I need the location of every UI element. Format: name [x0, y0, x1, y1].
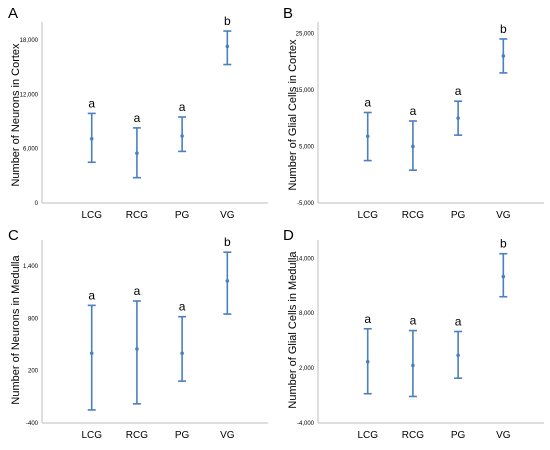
significance-label: a — [410, 314, 417, 328]
y-tick-label: 1,400 — [23, 264, 39, 270]
panel-letter: C — [8, 227, 19, 244]
x-tick-label: RCG — [126, 210, 148, 221]
significance-label: a — [364, 96, 371, 110]
x-tick-label: LCG — [81, 210, 102, 221]
x-tick-label: LCG — [357, 210, 378, 221]
significance-label: b — [224, 14, 231, 28]
mean-point — [89, 351, 94, 356]
significance-label: b — [500, 237, 507, 251]
y-tick-label: 5,000 — [299, 144, 315, 150]
mean-point — [89, 136, 94, 141]
y-tick-label: 14,000 — [296, 256, 315, 262]
mean-point — [180, 134, 184, 138]
panel-letter: A — [8, 5, 18, 22]
significance-label: a — [455, 84, 462, 98]
x-tick-label: PG — [451, 430, 466, 441]
x-tick-label: LCG — [357, 430, 378, 441]
mean-point — [501, 274, 506, 279]
mean-point — [225, 44, 230, 49]
x-tick-label: PG — [175, 210, 190, 221]
y-tick-label: 800 — [28, 316, 39, 322]
y-tick-label: 15,000 — [296, 88, 315, 94]
significance-label: b — [500, 22, 507, 36]
mean-point — [365, 359, 370, 364]
mean-point — [135, 151, 139, 156]
mean-point — [501, 54, 506, 58]
y-tick-label: 25,000 — [296, 31, 315, 37]
y-tick-label: -400 — [26, 421, 39, 427]
mean-point — [456, 116, 460, 120]
y-tick-label: 18,000 — [20, 38, 39, 44]
significance-label: b — [224, 235, 231, 249]
mean-point — [180, 351, 184, 356]
significance-label: a — [134, 284, 141, 298]
significance-label: a — [410, 104, 417, 118]
mean-point — [411, 363, 415, 368]
y-tick-label: 200 — [28, 369, 39, 375]
y-axis-label: Number of Glial Cells in Medulla — [287, 251, 299, 409]
mean-point — [411, 144, 415, 149]
significance-label: a — [88, 96, 95, 110]
panel-letter: D — [283, 227, 294, 244]
significance-label: a — [179, 100, 186, 114]
significance-label: a — [179, 300, 186, 314]
mean-point — [135, 347, 139, 351]
x-tick-label: VG — [220, 210, 235, 221]
mean-point — [365, 134, 370, 139]
y-tick-label: 8,000 — [299, 311, 315, 317]
panel-letter: B — [283, 5, 293, 22]
significance-label: a — [134, 111, 141, 125]
x-tick-label: PG — [451, 210, 466, 221]
x-tick-label: LCG — [81, 430, 102, 441]
mean-point — [225, 279, 230, 283]
y-tick-label: 12,000 — [20, 92, 39, 98]
significance-label: a — [455, 315, 462, 329]
x-tick-label: PG — [175, 430, 190, 441]
y-axis-label: Number of Neurons in Cortex — [10, 43, 22, 187]
y-tick-label: 0 — [35, 201, 39, 207]
mean-point — [456, 353, 460, 358]
y-tick-label: -4,000 — [297, 421, 315, 427]
y-axis-label: Number of Glial Cells in Cortex — [287, 39, 299, 190]
x-tick-label: RCG — [402, 210, 424, 221]
x-tick-label: RCG — [126, 430, 148, 441]
y-axis-label: Number of Neurons in Medulla — [10, 255, 22, 405]
x-tick-label: VG — [220, 430, 235, 441]
x-tick-label: VG — [496, 210, 511, 221]
significance-label: a — [364, 312, 371, 326]
x-tick-label: RCG — [402, 430, 424, 441]
y-tick-label: 2,000 — [299, 366, 315, 372]
significance-label: a — [88, 288, 95, 302]
y-tick-label: -5,000 — [297, 201, 315, 207]
x-tick-label: VG — [496, 430, 511, 441]
y-tick-label: 6,000 — [23, 147, 39, 153]
